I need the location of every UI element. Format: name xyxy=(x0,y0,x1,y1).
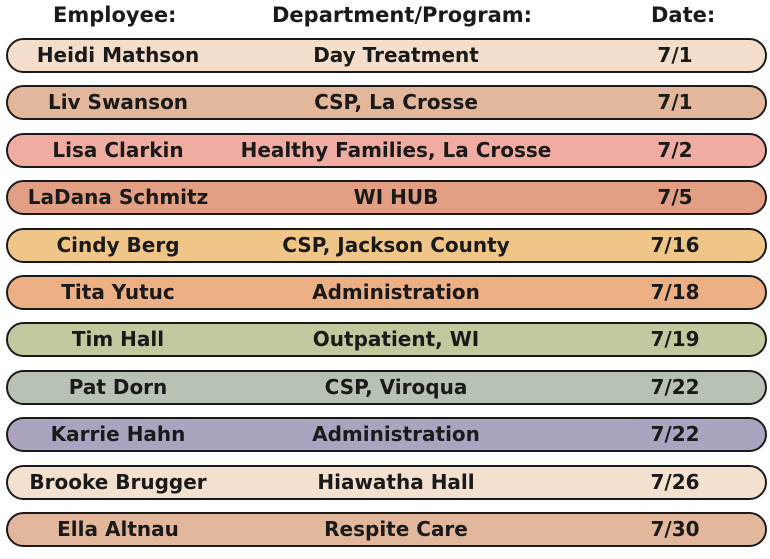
table-header: Employee: Department/Program: Date: xyxy=(0,0,770,34)
employee-name: Ella Altnau xyxy=(57,516,179,541)
department-column-header: Department/Program: xyxy=(272,3,533,27)
table-row: Heidi Mathson Day Treatment 7/1 xyxy=(6,38,767,73)
date-value: 7/26 xyxy=(650,469,700,494)
department-program: Administration xyxy=(312,422,480,447)
table-row: Liv Swanson CSP, La Crosse 7/1 xyxy=(6,85,767,121)
employee-list: Heidi Mathson Day Treatment 7/1 Liv Swan… xyxy=(6,38,767,559)
employee-name: Heidi Mathson xyxy=(36,43,200,67)
employee-name: Pat Dorn xyxy=(68,374,168,399)
table-row: Pat Dorn CSP, Viroqua 7/22 xyxy=(6,369,767,405)
employee-name: LaDana Schmitz xyxy=(27,185,209,210)
employee-name: Brooke Brugger xyxy=(29,469,207,494)
employee-name: Lisa Clarkin xyxy=(52,137,184,162)
date-value: 7/2 xyxy=(657,137,693,162)
department-program: CSP, La Crosse xyxy=(314,90,478,115)
date-value: 7/22 xyxy=(650,374,700,399)
date-value: 7/18 xyxy=(650,279,700,304)
employee-name: Cindy Berg xyxy=(56,232,180,257)
table-row: Tim Hall Outpatient, WI 7/19 xyxy=(6,322,767,358)
date-value: 7/5 xyxy=(657,185,693,210)
department-program: Day Treatment xyxy=(313,43,479,67)
date-value: 7/1 xyxy=(657,90,693,115)
date-value: 7/1 xyxy=(657,43,693,67)
department-program: Respite Care xyxy=(324,516,468,541)
table-row: Tita Yutuc Administration 7/18 xyxy=(6,274,767,310)
department-program: Administration xyxy=(312,279,480,304)
department-program: Hiawatha Hall xyxy=(317,469,475,494)
employee-name: Karrie Hahn xyxy=(50,422,186,447)
employee-name: Tita Yutuc xyxy=(61,279,175,304)
employee-column-header: Employee: xyxy=(53,3,177,27)
department-program: Outpatient, WI xyxy=(312,327,480,352)
table-row: Brooke Brugger Hiawatha Hall 7/26 xyxy=(6,464,767,500)
table-row: Lisa Clarkin Healthy Families, La Crosse… xyxy=(6,132,767,168)
date-value: 7/16 xyxy=(650,232,700,257)
date-value: 7/30 xyxy=(650,516,700,541)
date-value: 7/22 xyxy=(650,422,700,447)
department-program: Healthy Families, La Crosse xyxy=(240,137,552,162)
department-program: CSP, Viroqua xyxy=(324,374,468,399)
employee-name: Liv Swanson xyxy=(47,90,189,115)
department-program: CSP, Jackson County xyxy=(282,232,510,257)
table-row: Karrie Hahn Administration 7/22 xyxy=(6,417,767,453)
date-column-header: Date: xyxy=(651,3,716,27)
table-row: Ella Altnau Respite Care 7/30 xyxy=(6,511,767,547)
table-row: Cindy Berg CSP, Jackson County 7/16 xyxy=(6,227,767,263)
employee-name: Tim Hall xyxy=(71,327,165,352)
department-program: WI HUB xyxy=(353,185,439,210)
date-value: 7/19 xyxy=(650,327,700,352)
table-row: LaDana Schmitz WI HUB 7/5 xyxy=(6,180,767,216)
